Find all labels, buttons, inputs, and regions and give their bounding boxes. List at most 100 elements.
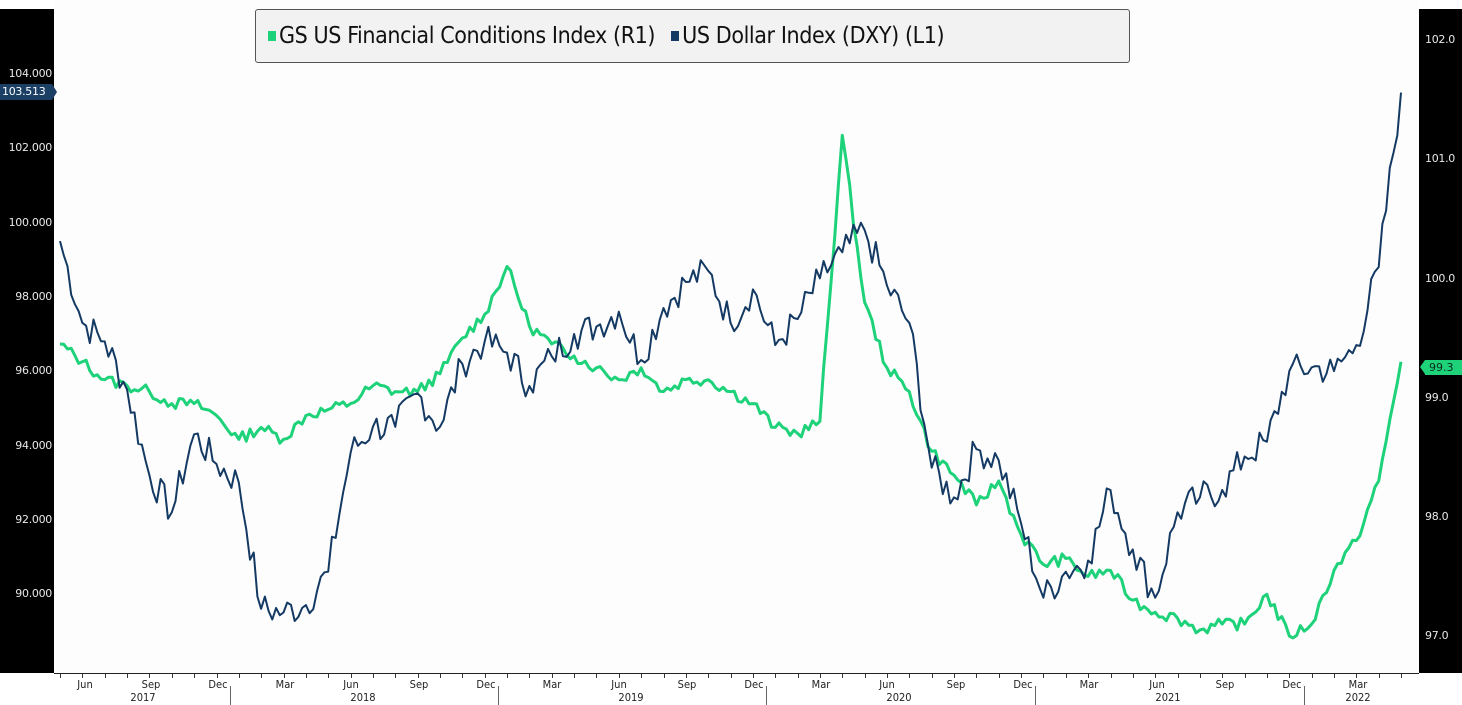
right-y-axis: 102.0 101.0 100.0 99.0 98.0 97.0 <box>1419 9 1462 673</box>
left-tick-98: 98.000 <box>15 290 52 303</box>
right-tick-101: 101.0 <box>1425 152 1455 165</box>
x-year-label: 2021 <box>1155 691 1181 704</box>
x-tick-label: Sep <box>409 678 429 691</box>
x-tick-label: Jun <box>879 678 895 691</box>
legend-item-fci: GS US Financial Conditions Index (R1) <box>268 23 656 49</box>
left-tick-104: 104.000 <box>8 67 53 80</box>
legend-item-dxy: US Dollar Index (DXY) (L1) <box>671 23 945 49</box>
x-tick-mark <box>194 674 196 678</box>
x-tick-mark <box>507 674 508 678</box>
x-tick-mark <box>104 674 106 678</box>
x-tick-mark <box>887 674 888 678</box>
x-tick-mark <box>149 674 151 678</box>
right-tick-98: 98.0 <box>1425 510 1449 523</box>
x-tick-mark <box>1043 674 1045 678</box>
x-tick-mark <box>1401 674 1402 678</box>
legend-label-dxy: US Dollar Index (DXY) (L1) <box>682 23 945 49</box>
x-tick-label: Dec <box>476 678 496 691</box>
x-tick-mark <box>1065 674 1067 678</box>
x-year-separator <box>766 686 767 705</box>
x-tick-mark <box>909 674 911 678</box>
x-tick-mark <box>931 674 933 678</box>
x-tick-mark <box>1311 674 1313 678</box>
x-tick-mark <box>618 674 620 678</box>
fci-last-value-badge: 99.3 <box>1420 360 1462 375</box>
x-tick-label: Mar <box>1348 678 1368 691</box>
x-tick-label: Dec <box>1282 678 1302 691</box>
x-year-label: 2019 <box>618 691 644 704</box>
x-tick-mark <box>216 674 218 678</box>
x-year-separator <box>1035 686 1036 705</box>
x-tick-label: Dec <box>744 678 764 691</box>
x-tick-label: Dec <box>1013 678 1033 691</box>
right-tick-100: 100.0 <box>1425 272 1455 285</box>
fci-swatch-icon <box>268 31 276 41</box>
x-tick-mark <box>864 674 866 678</box>
x-tick-mark <box>1289 674 1291 678</box>
x-tick-mark <box>82 674 84 678</box>
left-tick-90: 90.000 <box>15 587 52 600</box>
dxy-last-value-badge: 103.513 <box>0 84 57 100</box>
chart-legend: GS US Financial Conditions Index (R1) US… <box>255 9 1130 63</box>
x-tick-label: Dec <box>208 678 228 691</box>
x-tick-mark <box>529 674 531 678</box>
x-tick-mark <box>127 674 129 678</box>
x-tick-mark <box>350 674 352 678</box>
x-year-label: 2020 <box>886 691 912 704</box>
dxy-series-line <box>59 92 1402 622</box>
x-tick-mark <box>663 674 665 678</box>
x-tick-mark <box>60 674 61 678</box>
x-tick-label: Jun <box>611 678 627 691</box>
x-tick-label: Jun <box>1149 678 1165 691</box>
x-tick-mark <box>1155 674 1157 678</box>
x-tick-label: Mar <box>1079 678 1099 691</box>
x-tick-mark <box>842 674 844 678</box>
x-tick-label: Mar <box>542 678 562 691</box>
x-tick-mark <box>641 674 643 678</box>
left-tick-94: 94.000 <box>15 439 52 452</box>
left-tick-92: 92.000 <box>15 513 52 526</box>
x-tick-label: Jun <box>77 678 93 691</box>
legend-label-fci: GS US Financial Conditions Index (R1) <box>279 23 656 49</box>
x-tick-mark <box>395 674 397 678</box>
x-tick-mark <box>775 674 777 678</box>
dxy-swatch-icon <box>671 31 680 41</box>
x-tick-mark <box>440 674 441 678</box>
x-tick-label: Jun <box>343 678 359 691</box>
x-year-separator <box>498 686 499 705</box>
x-tick-label: Mar <box>811 678 831 691</box>
left-tick-96: 96.000 <box>15 364 52 377</box>
x-tick-mark <box>1132 674 1134 678</box>
x-tick-mark <box>417 674 419 678</box>
x-tick-mark <box>1378 674 1380 678</box>
x-tick-mark <box>1021 674 1023 678</box>
right-tick-97: 97.0 <box>1425 629 1449 642</box>
x-tick-mark <box>283 674 285 678</box>
x-tick-mark <box>752 674 754 678</box>
x-year-separator <box>230 686 231 705</box>
x-tick-mark <box>730 674 732 678</box>
x-tick-mark <box>238 674 240 678</box>
x-year-label: 2017 <box>130 691 156 704</box>
x-tick-mark <box>305 674 307 678</box>
x-tick-label: Sep <box>1215 678 1235 691</box>
x-tick-mark <box>328 674 330 678</box>
x-tick-mark <box>261 674 263 678</box>
x-year-label: 2022 <box>1345 691 1371 704</box>
x-tick-mark <box>976 674 978 678</box>
x-tick-mark <box>1222 674 1224 678</box>
x-tick-mark <box>596 674 598 678</box>
left-y-axis: 104.000 102.000 100.000 98.000 96.000 94… <box>0 9 54 673</box>
x-tick-label: Mar <box>275 678 295 691</box>
x-tick-label: Sep <box>946 678 966 691</box>
right-tick-99: 99.0 <box>1425 391 1449 404</box>
left-tick-100: 100.000 <box>8 216 53 229</box>
x-year-separator <box>1304 686 1305 705</box>
x-tick-mark <box>462 674 464 678</box>
x-tick-mark <box>998 674 1000 678</box>
x-tick-mark <box>574 674 576 678</box>
left-tick-102: 102.000 <box>8 141 53 154</box>
x-tick-mark <box>1177 674 1179 678</box>
